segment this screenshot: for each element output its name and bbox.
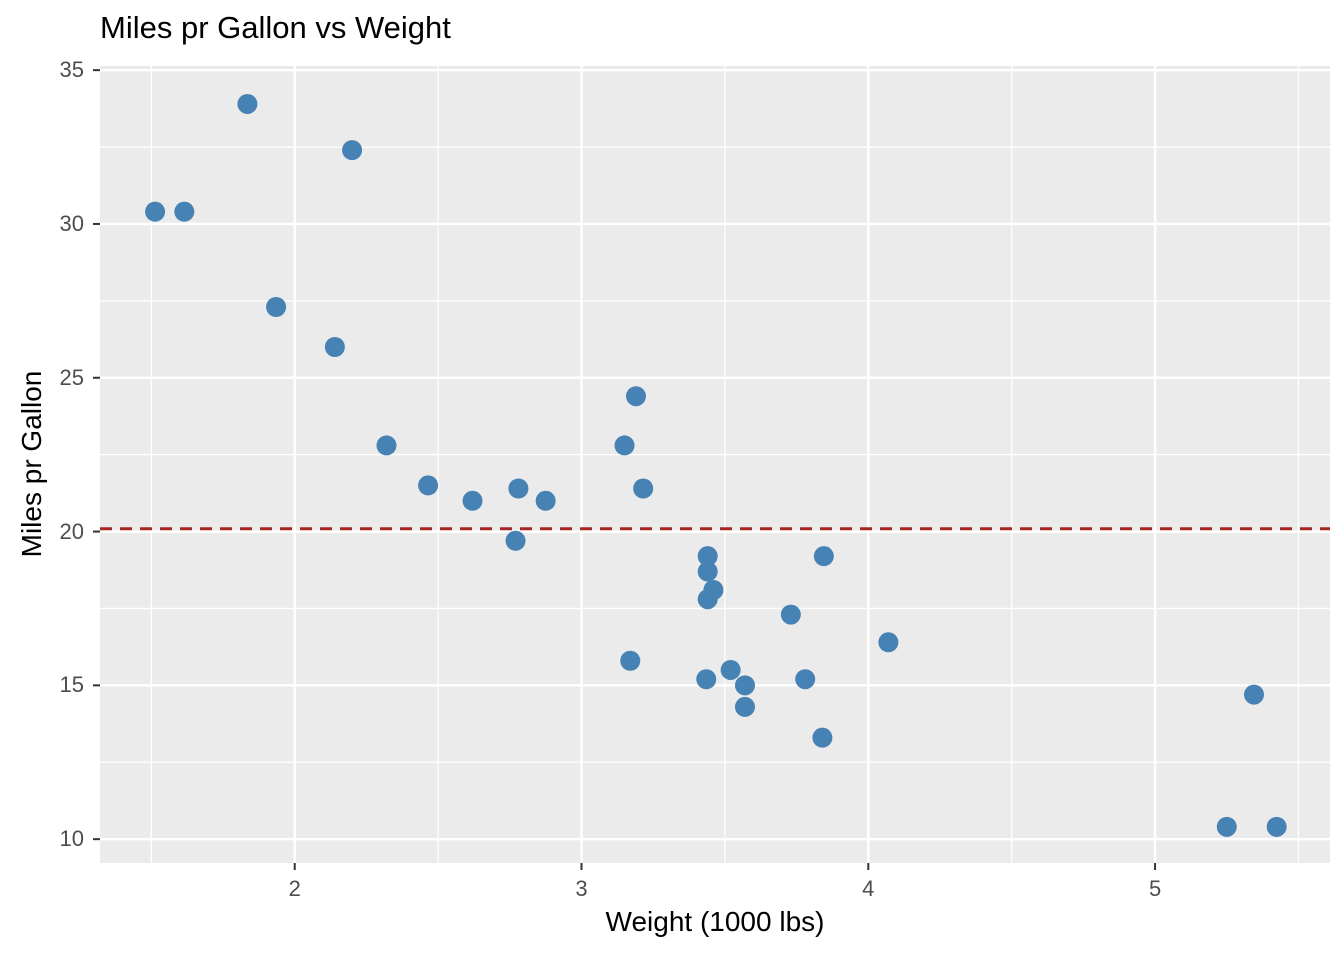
y-tick-label: 15	[59, 672, 84, 698]
x-tick-label: 3	[575, 876, 588, 901]
data-point	[697, 589, 718, 610]
data-point	[266, 297, 287, 318]
data-point	[145, 201, 166, 222]
data-point	[614, 435, 635, 456]
data-point	[696, 669, 717, 690]
y-tick-label: 20	[59, 518, 84, 544]
data-point	[625, 386, 646, 407]
data-point	[734, 696, 755, 717]
data-point	[697, 561, 718, 582]
y-tick-label: 10	[59, 826, 84, 852]
data-point	[505, 530, 526, 551]
data-point	[508, 478, 529, 499]
data-point	[633, 478, 654, 499]
plot-title: Miles pr Gallon vs Weight	[100, 10, 451, 45]
y-tick-label: 25	[59, 364, 84, 390]
data-point	[795, 669, 816, 690]
panel-background	[100, 66, 1330, 863]
x-tick-label: 4	[862, 876, 875, 901]
data-point	[813, 546, 834, 567]
data-point	[697, 546, 718, 567]
data-point	[1244, 684, 1265, 705]
data-point	[620, 650, 641, 671]
data-point	[174, 201, 195, 222]
data-point	[720, 659, 741, 680]
y-tick-label: 30	[59, 210, 84, 236]
data-point	[342, 140, 363, 161]
data-point	[780, 604, 801, 625]
data-point	[418, 475, 439, 496]
data-point	[878, 632, 899, 653]
x-tick-label: 5	[1148, 876, 1162, 901]
data-point	[237, 93, 258, 114]
data-point	[324, 336, 345, 357]
data-point	[376, 435, 397, 456]
x-axis-title: Weight (1000 lbs)	[605, 906, 825, 937]
data-point	[535, 490, 556, 511]
data-point	[812, 727, 833, 748]
data-point	[462, 490, 483, 511]
data-point	[734, 675, 755, 696]
data-point	[1266, 816, 1287, 837]
y-tick-label: 35	[59, 57, 84, 83]
x-tick-label: 2	[288, 876, 301, 901]
data-point	[1216, 816, 1237, 837]
